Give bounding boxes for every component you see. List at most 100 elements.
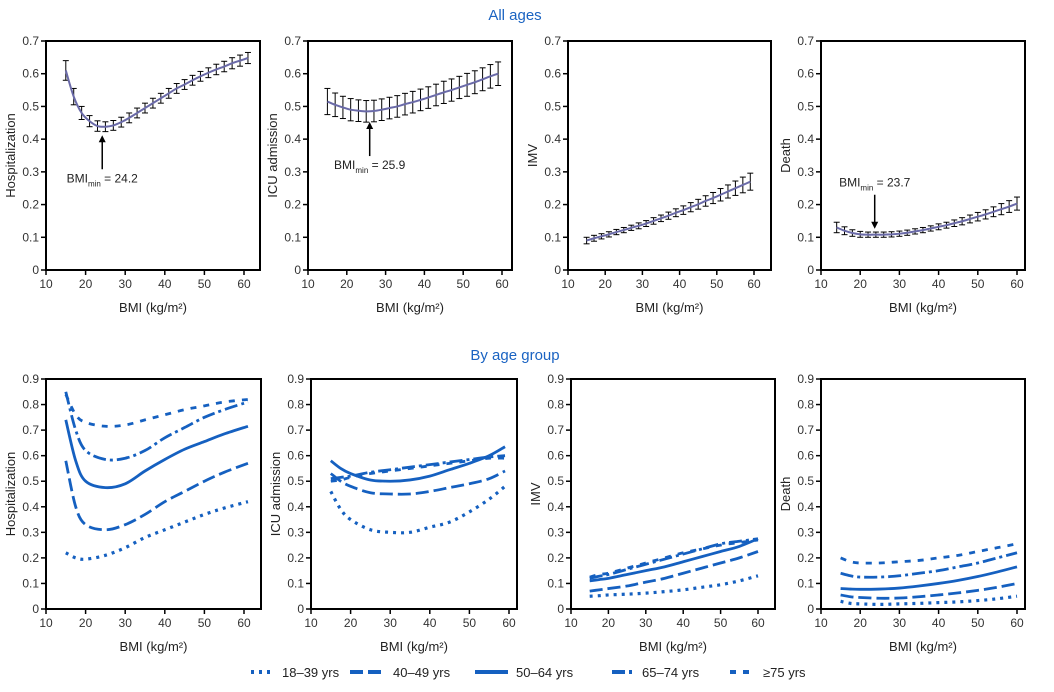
y-tick-label: 0.4	[284, 132, 301, 146]
x-axis-label: BMI (kg/m²)	[120, 639, 188, 654]
y-tick-label: 0.9	[287, 372, 304, 386]
y-tick-label: 0.5	[287, 474, 304, 488]
y-tick-label: 0.9	[547, 372, 564, 386]
y-tick-label: 0.5	[544, 99, 561, 113]
y-tick-label: 0.6	[544, 67, 561, 81]
y-tick-label: 0.6	[797, 449, 814, 463]
legend-label: 18–39 yrs	[282, 665, 340, 680]
legend-label: 65–74 yrs	[642, 665, 700, 680]
x-tick-label: 10	[564, 616, 578, 630]
annotation-subscript: min	[88, 179, 101, 188]
y-tick-label: 0.3	[284, 165, 301, 179]
y-tick-label: 0.7	[797, 34, 814, 48]
x-tick-label: 20	[602, 616, 616, 630]
y-tick-label: 0.2	[797, 551, 814, 565]
series-line-dotted	[329, 485, 507, 535]
x-tick-label: 40	[673, 277, 687, 291]
y-tick-label: 0.9	[22, 372, 39, 386]
x-tick-label: 50	[710, 277, 724, 291]
y-tick-label: 0.2	[22, 551, 39, 565]
y-tick-label: 0.3	[797, 525, 814, 539]
y-axis-label: Death	[778, 477, 793, 512]
y-tick-label: 0.8	[797, 398, 814, 412]
y-tick-label: 0.3	[547, 525, 564, 539]
arrow-head-icon	[98, 135, 106, 143]
x-axis-label: BMI (kg/m²)	[376, 300, 444, 315]
y-tick-label: 0.2	[544, 198, 561, 212]
y-tick-label: 0	[297, 602, 304, 616]
bmi-min-annotation: BMImin = 24.2	[67, 171, 139, 188]
y-tick-label: 0.3	[797, 165, 814, 179]
x-tick-label: 10	[39, 277, 53, 291]
x-tick-label: 30	[639, 616, 653, 630]
estimate-line	[327, 72, 499, 113]
y-tick-label: 0.8	[547, 398, 564, 412]
series-line-dash-dot	[64, 391, 249, 462]
y-tick-label: 0.4	[547, 500, 564, 514]
series-line-dotted	[65, 500, 249, 561]
x-tick-label: 20	[79, 616, 93, 630]
series-line-dash-dot	[589, 537, 759, 580]
legend-item: 50–64 yrs	[475, 665, 574, 680]
legend-label: 40–49 yrs	[393, 665, 451, 680]
y-tick-label: 0.9	[797, 372, 814, 386]
series-line-dotted	[589, 574, 759, 598]
panel-icu-admission-all-ages: 0 0.1 0.2 0.3 0.4 0.5 0.6 0.7 10 20 30 40 50 60 BMI (k…	[265, 34, 513, 315]
y-tick-label: 0.3	[287, 525, 304, 539]
series-line-long-dash	[589, 550, 759, 593]
y-tick-label: 0.7	[22, 423, 39, 437]
y-tick-label: 0.1	[284, 230, 301, 244]
y-tick-label: 0.3	[544, 165, 561, 179]
x-tick-label: 50	[463, 616, 477, 630]
x-tick-label: 10	[814, 616, 828, 630]
x-tick-label: 10	[301, 277, 315, 291]
panel-hospitalization-by-age: 0 0.1 0.2 0.3 0.4 0.5 0.6 0.7 0.8 0.9 10 20 30 40 50 60…	[3, 372, 262, 654]
y-axis-label: ICU admission	[265, 113, 280, 198]
x-tick-label: 40	[423, 616, 437, 630]
y-tick-label: 0.1	[22, 576, 39, 590]
plot-frame	[310, 378, 518, 610]
annotation-value: = 23.7	[873, 176, 910, 190]
y-tick-label: 0.7	[797, 423, 814, 437]
y-tick-label: 0.1	[287, 576, 304, 590]
series-line-solid	[589, 537, 759, 583]
series-line-short-dash	[840, 542, 1018, 565]
y-tick-label: 0.1	[797, 576, 814, 590]
x-tick-label: 60	[747, 277, 761, 291]
x-tick-label: 10	[814, 277, 828, 291]
x-tick-label: 20	[79, 277, 93, 291]
x-tick-label: 60	[1010, 616, 1024, 630]
y-tick-label: 0.6	[284, 67, 301, 81]
y-tick-label: 0.6	[287, 449, 304, 463]
x-tick-label: 40	[932, 277, 946, 291]
y-tick-label: 0.5	[797, 99, 814, 113]
annotation-prefix: BMI	[67, 171, 88, 185]
y-tick-label: 0.7	[544, 34, 561, 48]
plot-frame	[307, 40, 513, 271]
y-axis-label: IMV	[525, 144, 540, 167]
x-tick-label: 60	[237, 616, 251, 630]
x-tick-label: 50	[714, 616, 728, 630]
panel-hospitalization-all-ages: 0 0.1 0.2 0.3 0.4 0.5 0.6 0.7 10 20 30 40 50 60 BMI (k…	[3, 34, 261, 315]
legend: 18–39 yrs 40–49 yrs 50–64 yrs 65–74 yrs ≥75 …	[251, 665, 806, 680]
y-tick-label: 0.5	[22, 474, 39, 488]
series-line-solid	[64, 419, 249, 490]
y-tick-label: 0.6	[22, 449, 39, 463]
y-tick-label: 0.2	[797, 198, 814, 212]
y-tick-label: 0.4	[22, 132, 39, 146]
y-tick-label: 0	[557, 602, 564, 616]
estimate-line	[586, 180, 751, 242]
y-tick-label: 0.4	[797, 132, 814, 146]
annotation-subscript: min	[355, 166, 368, 175]
x-tick-label: 40	[677, 616, 691, 630]
plot-frame	[570, 378, 776, 610]
y-tick-label: 0.5	[797, 474, 814, 488]
x-tick-label: 60	[495, 277, 509, 291]
arrow-head-icon	[366, 122, 374, 130]
x-tick-label: 10	[304, 616, 318, 630]
annotation-prefix: BMI	[334, 158, 355, 172]
bmi-min-annotation: BMImin = 23.7	[839, 176, 911, 193]
series-line-long-dash	[329, 469, 506, 496]
y-axis-label: IMV	[528, 482, 543, 505]
